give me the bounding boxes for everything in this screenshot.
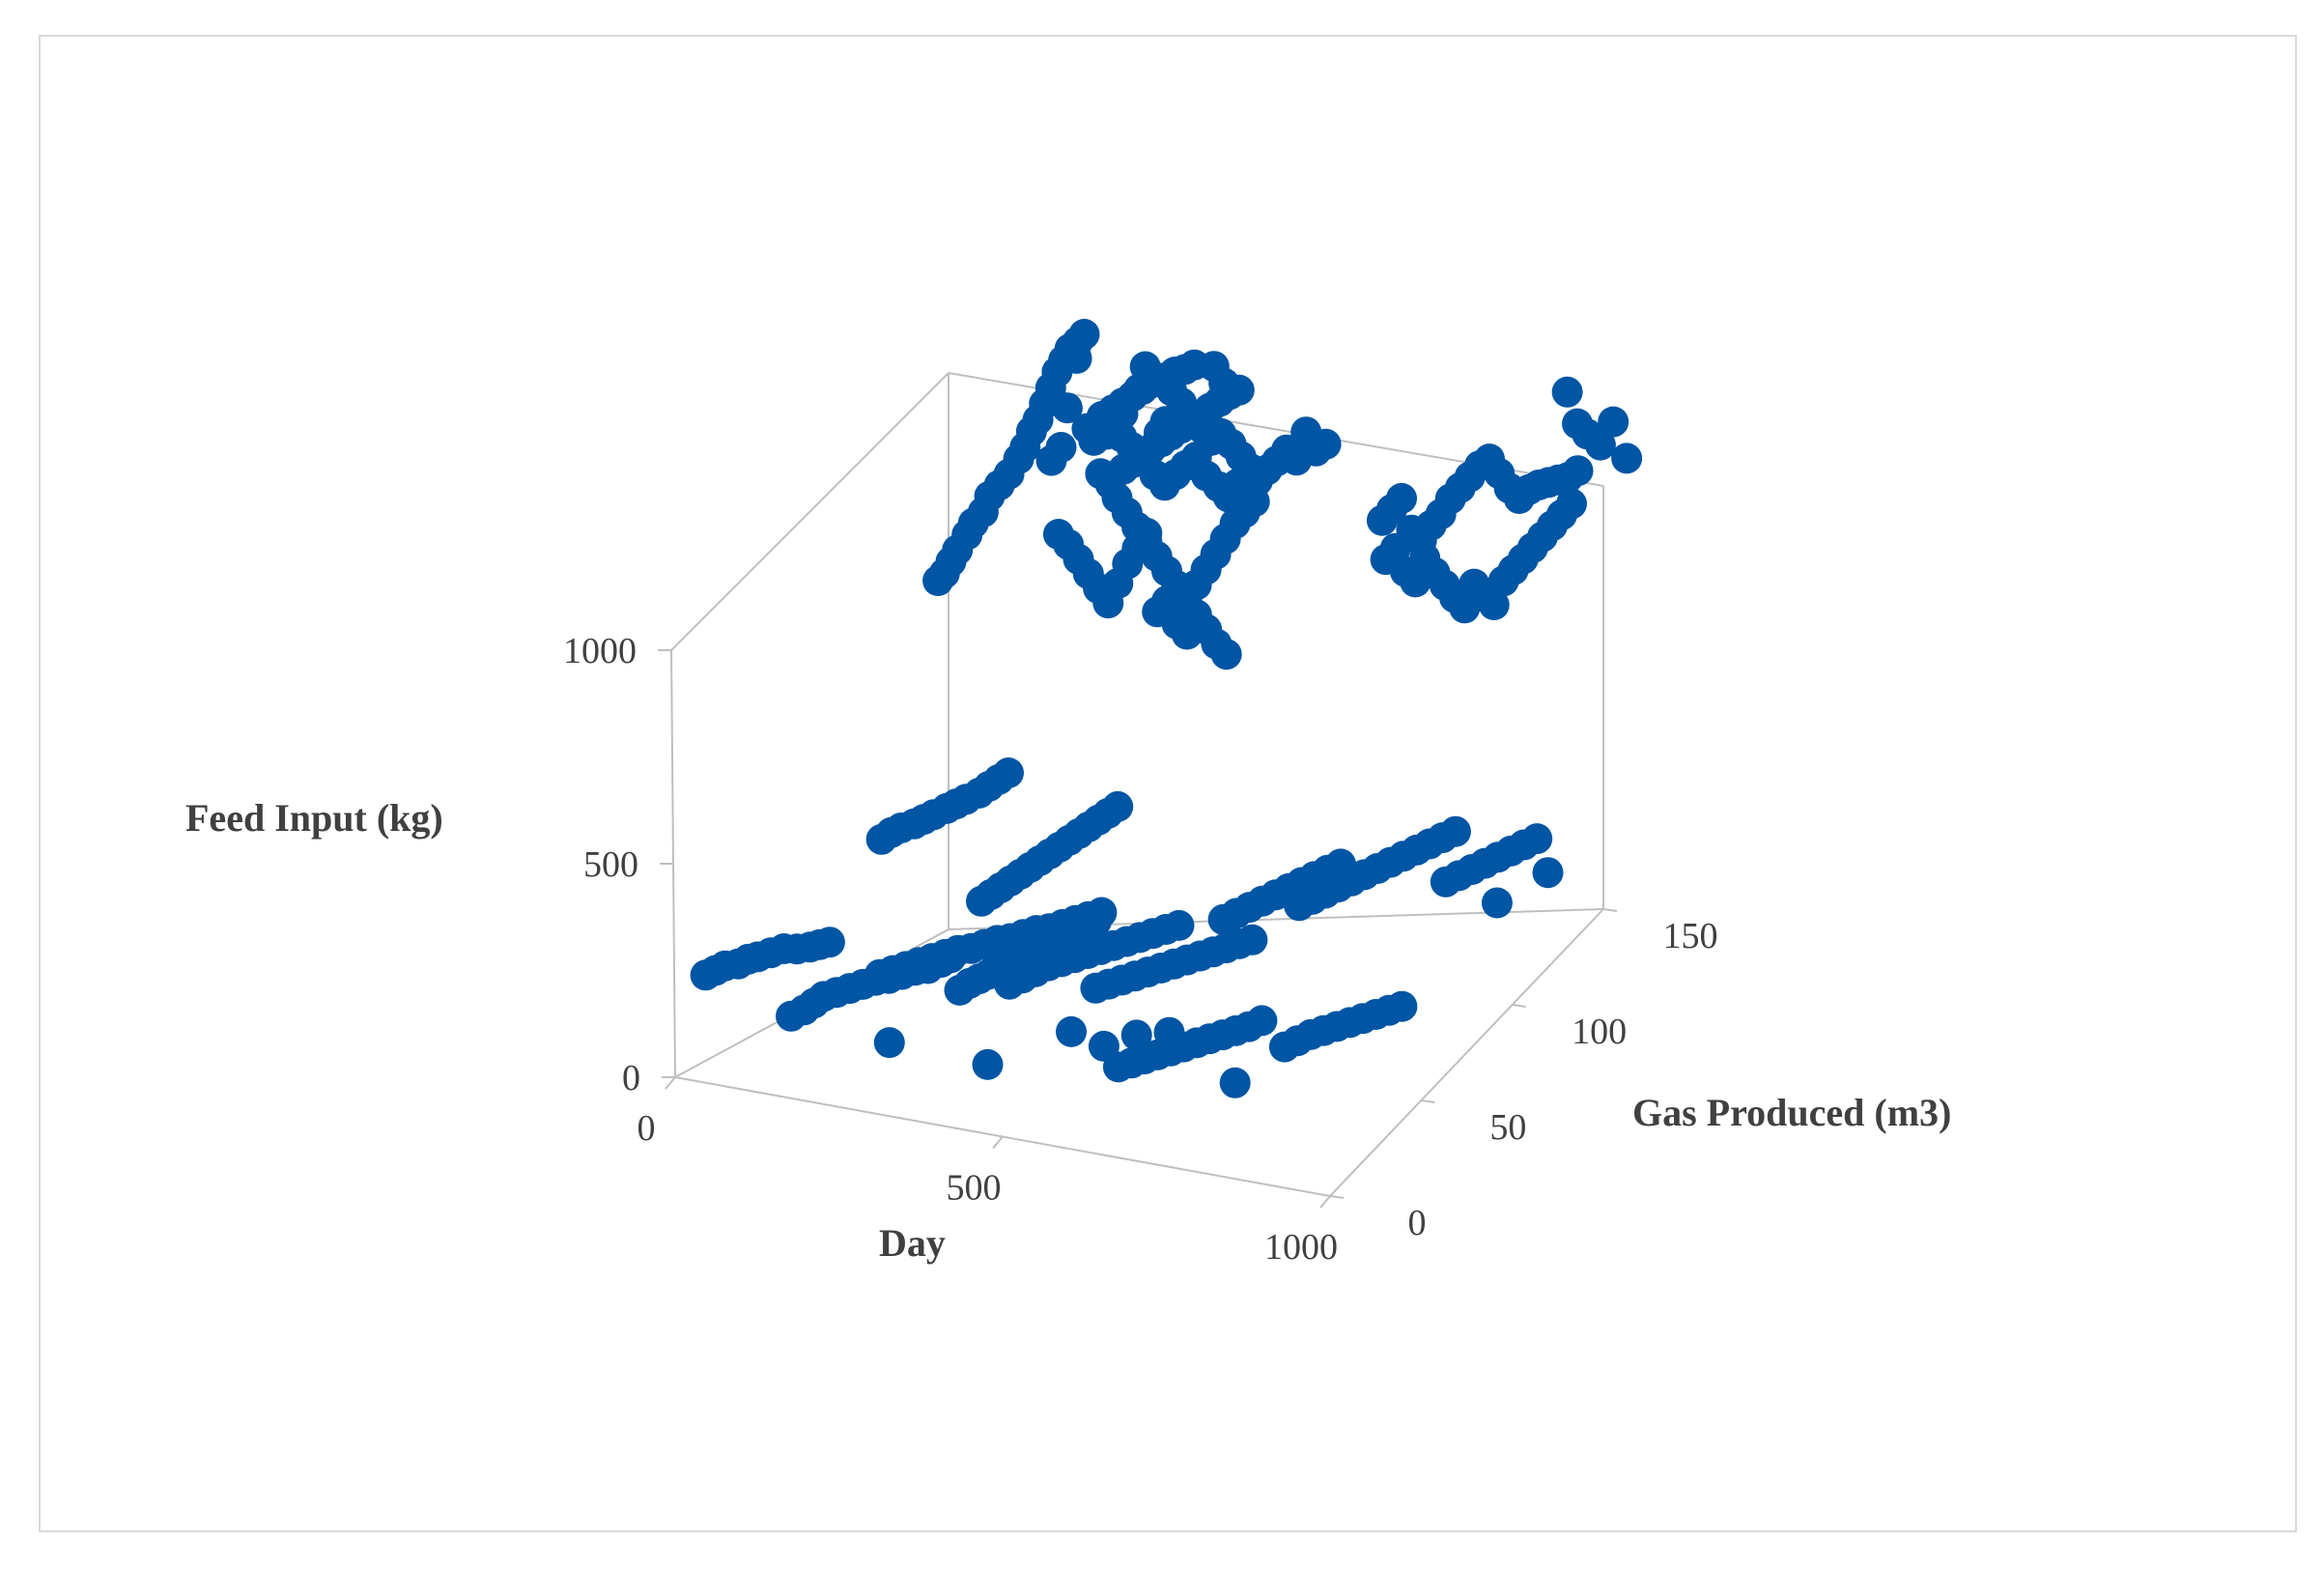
back-left-top-edge bbox=[670, 372, 949, 651]
data-point bbox=[1532, 857, 1564, 889]
data-point bbox=[1045, 432, 1077, 463]
z-tick-label: 1000 bbox=[563, 631, 637, 671]
y-axis-title: Gas Produced (m3) bbox=[1632, 1091, 1951, 1134]
y-tick-label: 150 bbox=[1663, 916, 1718, 956]
data-point bbox=[1056, 1015, 1087, 1047]
data-point bbox=[1068, 319, 1100, 350]
data-point bbox=[1219, 1067, 1251, 1098]
x-tick-mark bbox=[665, 1076, 676, 1090]
data-point bbox=[1169, 354, 1201, 385]
data-point bbox=[1120, 1019, 1152, 1051]
data-point bbox=[1061, 343, 1092, 374]
data-point bbox=[1051, 392, 1083, 424]
z-axis-title: Feed Input (kg) bbox=[185, 796, 443, 840]
data-point bbox=[1556, 488, 1587, 520]
data-point bbox=[1151, 585, 1183, 616]
y-tick-label: 100 bbox=[1572, 1012, 1627, 1052]
y-tick-mark bbox=[1329, 1195, 1345, 1199]
x-tick-label: 1000 bbox=[1264, 1227, 1338, 1268]
data-point bbox=[1386, 482, 1417, 514]
data-point bbox=[1439, 815, 1471, 847]
data-point bbox=[813, 927, 845, 958]
x-tick-mark bbox=[1319, 1195, 1331, 1209]
y-tick-mark bbox=[1602, 908, 1618, 912]
x-tick-label: 0 bbox=[638, 1108, 656, 1149]
tick-labels: 0 500 1000 0 500 1000 0 50 100 150 bbox=[563, 631, 1718, 1268]
x-tick-label: 500 bbox=[947, 1168, 1002, 1209]
data-point bbox=[1129, 351, 1161, 383]
data-point bbox=[1611, 442, 1643, 474]
data-point bbox=[1246, 1005, 1278, 1037]
data-point bbox=[1208, 367, 1240, 399]
y-tick-mark bbox=[1512, 1004, 1526, 1008]
floor-right-edge bbox=[1329, 908, 1604, 1197]
data-point bbox=[873, 1027, 905, 1059]
data-point bbox=[1379, 532, 1411, 564]
data-point bbox=[1478, 589, 1510, 620]
y-tick-mark bbox=[1421, 1099, 1435, 1103]
data-point bbox=[1481, 887, 1513, 919]
data-point bbox=[1386, 990, 1418, 1022]
data-point bbox=[1210, 639, 1242, 670]
data-point bbox=[1310, 428, 1342, 460]
data-point bbox=[972, 1048, 1004, 1080]
data-point bbox=[1163, 909, 1195, 941]
x-tick-mark bbox=[992, 1135, 1004, 1150]
data-point bbox=[1081, 905, 1112, 937]
data-point bbox=[1102, 790, 1134, 822]
data-point bbox=[1131, 517, 1163, 549]
data-point bbox=[993, 757, 1024, 788]
data-point bbox=[1551, 376, 1583, 408]
data-point bbox=[1584, 429, 1616, 461]
y-tick-label: 50 bbox=[1489, 1107, 1526, 1148]
z-tick-label: 500 bbox=[583, 844, 638, 885]
data-point bbox=[1562, 455, 1594, 487]
data-point bbox=[1521, 823, 1553, 855]
axis-ticks bbox=[658, 649, 1618, 1209]
data-points bbox=[690, 319, 1643, 1098]
data-point bbox=[1153, 1016, 1185, 1048]
data-point bbox=[1236, 924, 1268, 956]
data-point bbox=[1238, 486, 1270, 518]
y-tick-label: 0 bbox=[1408, 1203, 1427, 1243]
data-point bbox=[1088, 1030, 1119, 1062]
z-tick-label: 0 bbox=[622, 1058, 640, 1098]
data-point bbox=[1598, 406, 1630, 438]
x-axis-title: Day bbox=[879, 1221, 946, 1265]
chart-3d-scatter: 0 500 1000 0 500 1000 0 50 100 150 Feed Input (kg… bbox=[185, 319, 1951, 1268]
chart-frame: 0 500 1000 0 500 1000 0 50 100 150 Feed Input (kg… bbox=[39, 35, 2297, 1532]
